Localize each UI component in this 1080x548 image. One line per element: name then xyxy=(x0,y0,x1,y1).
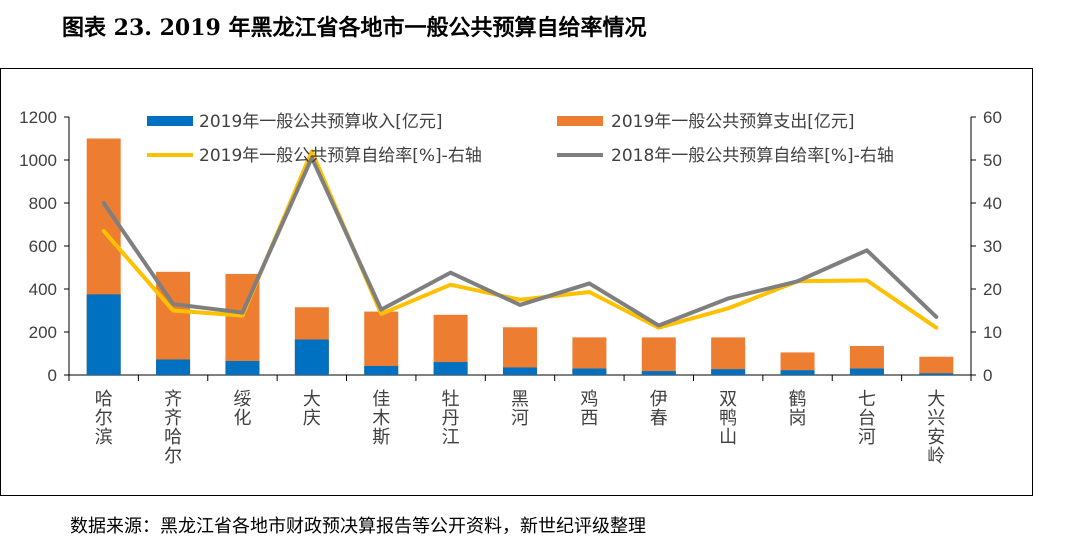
line-ratio-2018 xyxy=(101,155,939,328)
legend-label: 2019年一般公共预算自给率[%]-右轴 xyxy=(199,146,482,166)
bar-expenditure xyxy=(641,337,676,375)
y-left-tick-label: 0 xyxy=(48,366,57,385)
source-note: 数据来源：黑龙江省各地市财政预决算报告等公开资料，新世纪评级整理 xyxy=(70,516,646,537)
bar-revenue xyxy=(780,370,815,375)
y-left-tick-label: 800 xyxy=(29,194,57,213)
bar-expenditure xyxy=(364,311,399,375)
category-label: 大兴安岭 xyxy=(927,389,945,467)
bar-revenue xyxy=(572,368,607,375)
category-label: 黑河 xyxy=(511,389,529,429)
y-left-tick-label: 600 xyxy=(29,237,57,256)
bar-expenditure xyxy=(503,327,537,375)
bar-revenue xyxy=(641,371,676,375)
y-left-tick-label: 400 xyxy=(29,280,57,299)
category-label: 大庆 xyxy=(303,389,321,429)
y-left-tick-label: 1200 xyxy=(19,108,57,127)
legend-swatch-revenue xyxy=(147,116,193,126)
category-label: 鹤岗 xyxy=(789,389,807,429)
y-right-tick-label: 0 xyxy=(983,366,992,385)
category-label: 绥化 xyxy=(233,389,251,429)
legend-label: 2019年一般公共预算支出[亿元] xyxy=(611,112,855,132)
legend-label: 2019年一般公共预算收入[亿元] xyxy=(199,112,443,132)
category-label: 鸡西 xyxy=(580,389,598,429)
bar-expenditure xyxy=(711,337,746,375)
chart-svg: 0 200 400 600 800 1000 1200 0 10 20 30 40 50 60 哈尔滨 齐齐… xyxy=(19,108,1002,467)
bar-revenue xyxy=(294,339,329,375)
bar-revenue xyxy=(86,294,121,375)
y-right-tick-label: 60 xyxy=(983,108,1002,127)
legend: 2019年一般公共预算收入[亿元] 2019年一般公共预算支出[亿元] 2019年一… xyxy=(147,112,894,166)
y-left-tick-label: 1000 xyxy=(19,151,57,170)
category-label: 双鸭山 xyxy=(719,389,737,448)
category-label: 七台河 xyxy=(858,389,876,448)
bar-revenue xyxy=(849,368,884,375)
figure-title: 图表 23. 2019 年黑龙江省各地市一般公共预算自给率情况 xyxy=(62,15,647,41)
bar-expenditure xyxy=(919,356,954,375)
category-label: 佳木斯 xyxy=(372,389,390,448)
y-right-tick-label: 30 xyxy=(983,237,1002,256)
category-label: 哈尔滨 xyxy=(95,389,113,448)
bar-revenue xyxy=(711,369,746,375)
bar-revenue xyxy=(433,362,468,375)
category-label: 齐齐哈尔 xyxy=(164,389,182,467)
y-right-tick-label: 50 xyxy=(983,151,1002,170)
legend-swatch-expenditure xyxy=(557,116,603,126)
chart-frame: 0 200 400 600 800 1000 1200 0 10 20 30 40 50 60 哈尔滨 齐齐… xyxy=(0,68,1033,496)
lines xyxy=(101,149,939,330)
bar-revenue xyxy=(919,373,954,375)
y-right-tick-label: 40 xyxy=(983,194,1002,213)
bar-revenue xyxy=(156,359,191,375)
category-label: 牡丹江 xyxy=(442,389,460,448)
bar-revenue xyxy=(225,361,260,375)
category-label: 伊春 xyxy=(650,389,668,429)
bars xyxy=(86,138,954,375)
y-right-tick-label: 10 xyxy=(983,323,1002,342)
legend-label: 2018年一般公共预算自给率[%]-右轴 xyxy=(611,146,894,166)
y-right-tick-label: 20 xyxy=(983,280,1002,299)
category-labels: 哈尔滨 齐齐哈尔 绥化 大庆 佳木斯 牡丹江 黑河 鸡西 伊春 双鸭山 鹤岗 七台河 大兴安岭 xyxy=(95,389,946,467)
tick-labels: 0 200 400 600 800 1000 1200 0 10 20 30 40 50 60 xyxy=(19,108,1002,385)
bar-expenditure xyxy=(780,352,815,375)
bar-revenue xyxy=(364,365,399,375)
bar-revenue xyxy=(503,367,537,375)
y-left-tick-label: 200 xyxy=(29,323,57,342)
